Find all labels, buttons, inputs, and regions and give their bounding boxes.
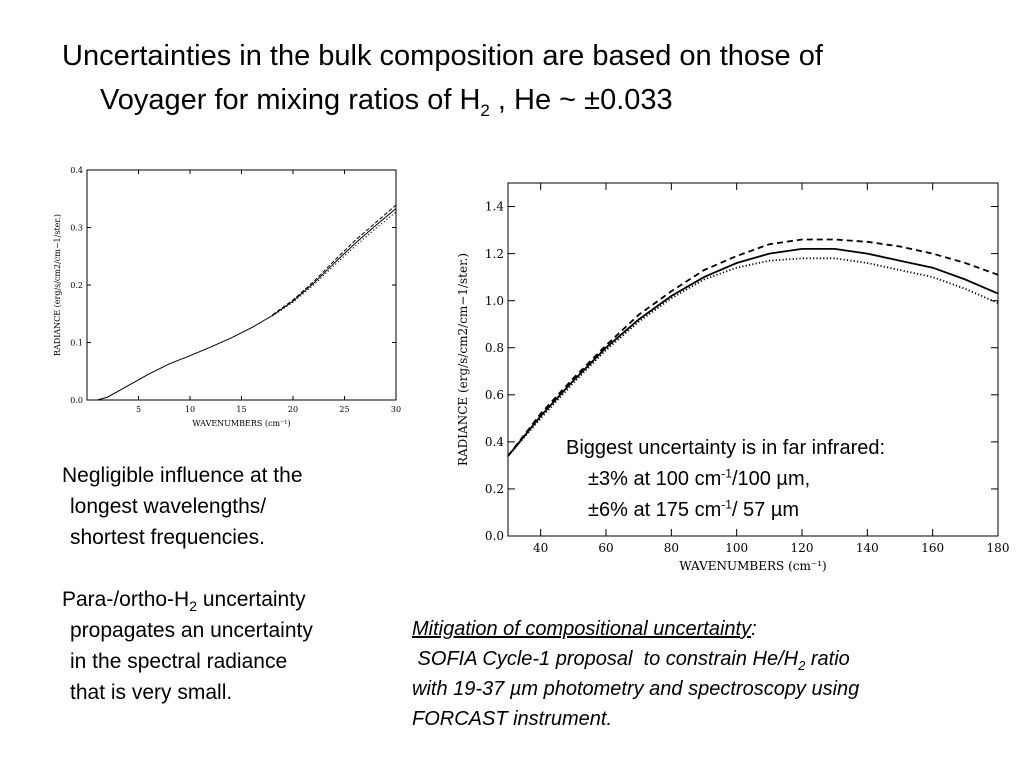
x-tick-label: 160 bbox=[921, 541, 944, 555]
series-line-dotted bbox=[507, 257, 999, 457]
x-axis-label: WAVENUMBERS (cm⁻¹) bbox=[679, 559, 826, 573]
text-line: shortest frequencies. bbox=[70, 526, 265, 549]
text-line: with 19-37 µm photometry and spectroscop… bbox=[412, 678, 860, 700]
para-ortho-text: Para-/ortho-H2 uncertainty propagates an… bbox=[62, 584, 313, 708]
far-infrared-annotation: Biggest uncertainty is in far infrared: … bbox=[566, 433, 885, 526]
y-tick-label: 1.0 bbox=[485, 294, 504, 308]
y-tick-label: 0.6 bbox=[485, 388, 504, 402]
text-fragment: SOFIA Cycle-1 proposal to constrain He/H bbox=[412, 648, 799, 670]
y-tick-label: 0.2 bbox=[70, 281, 83, 290]
text-line: that is very small. bbox=[70, 681, 233, 704]
x-tick-label: 80 bbox=[664, 541, 679, 555]
x-tick-label: 120 bbox=[791, 541, 814, 555]
mitigation-heading: Mitigation of compositional uncertainty bbox=[412, 618, 752, 640]
text-line: SOFIA Cycle-1 proposal to constrain He/H… bbox=[412, 644, 859, 674]
title-subscript: 2 bbox=[480, 100, 490, 120]
y-tick-label: 0.2 bbox=[485, 482, 504, 496]
text-line: in the spectral radiance bbox=[70, 650, 288, 673]
mitigation-heading-line: Mitigation of compositional uncertainty: bbox=[412, 614, 859, 644]
x-tick-label: 40 bbox=[533, 541, 548, 555]
annotation-line: ±6% at 175 cm-1/ 57 µm bbox=[566, 495, 885, 526]
text-line: longest wavelengths/ bbox=[70, 495, 267, 518]
text-line: Para-/ortho-H2 uncertainty bbox=[62, 584, 313, 615]
annotation-line: ±3% at 100 cm-1/100 µm, bbox=[566, 464, 885, 495]
text-fragment: ±3% at 100 cm bbox=[588, 468, 722, 490]
text-fragment: ±6% at 175 cm bbox=[588, 499, 722, 521]
series-line-dashed bbox=[507, 238, 999, 457]
mitigation-text: Mitigation of compositional uncertainty:… bbox=[412, 614, 859, 734]
y-tick-label: 0.4 bbox=[485, 435, 504, 449]
x-tick-label: 30 bbox=[391, 405, 401, 414]
large-radiance-chart: 40 60 80 100 120 140 160 180 0.0 0.2 0.4 0.6 0.8 1.0 1… bbox=[456, 182, 1010, 573]
text-line: Negligible influence at the bbox=[62, 464, 303, 487]
y-axis-label: RADIANCE (erg/s/cm2/cm−1/ster.) bbox=[456, 253, 470, 466]
text-fragment: Para-/ortho-H bbox=[62, 588, 190, 611]
text-line: FORCAST instrument. bbox=[412, 708, 613, 730]
series-line-dotted bbox=[272, 211, 397, 317]
y-tick-label: 0.0 bbox=[70, 396, 83, 405]
x-tick-label: 140 bbox=[856, 541, 879, 555]
y-axis-label: RADIANCE (erg/s/cm2/cm−1/ster.) bbox=[53, 214, 62, 356]
text-fragment: / 57 µm bbox=[731, 499, 800, 521]
x-tick-label: 25 bbox=[339, 405, 349, 414]
x-tick-label: 60 bbox=[598, 541, 613, 555]
y-tick-label: 1.2 bbox=[485, 247, 504, 261]
small-radiance-chart: 5 10 15 20 25 30 0.0 0.1 0.2 0.3 0.4 WAVENUMBERS (c… bbox=[53, 166, 401, 428]
y-tick-label: 0.8 bbox=[485, 341, 504, 355]
title-line-2: Voyager for mixing ratios of H2 , He ~ ±… bbox=[62, 78, 1002, 122]
y-tick-label: 0.3 bbox=[70, 223, 83, 232]
text-fragment: /100 µm, bbox=[731, 468, 811, 490]
title-line-2-tail: , He ~ ±0.033 bbox=[489, 84, 673, 116]
text-line: propagates an uncertainty bbox=[70, 619, 313, 642]
y-tick-label: 0.4 bbox=[70, 166, 83, 175]
x-tick-label: 20 bbox=[288, 405, 298, 414]
x-tick-label: 5 bbox=[136, 405, 141, 414]
slide-title: Uncertainties in the bulk composition ar… bbox=[62, 34, 1002, 122]
text-superscript: -1 bbox=[721, 466, 732, 481]
title-line-1: Uncertainties in the bulk composition ar… bbox=[62, 40, 823, 72]
text-subscript: 2 bbox=[189, 598, 198, 615]
y-tick-label: 0.0 bbox=[485, 529, 504, 543]
y-tick-label: 1.4 bbox=[485, 200, 504, 214]
negligible-influence-text: Negligible influence at the longest wave… bbox=[62, 460, 303, 553]
series-line-dashed bbox=[272, 204, 397, 316]
text-fragment: ratio bbox=[805, 648, 850, 670]
text-subscript: 2 bbox=[798, 658, 806, 673]
x-tick-label: 100 bbox=[725, 541, 748, 555]
text-superscript: -1 bbox=[721, 497, 732, 512]
title-line-2-text: Voyager for mixing ratios of H bbox=[100, 84, 481, 116]
series-line-solid bbox=[507, 248, 999, 457]
x-tick-label: 15 bbox=[236, 405, 246, 414]
x-axis-label: WAVENUMBERS (cm⁻¹) bbox=[192, 419, 290, 428]
x-tick-label: 180 bbox=[987, 541, 1010, 555]
y-tick-label: 0.1 bbox=[70, 338, 83, 347]
x-tick-label: 10 bbox=[185, 405, 195, 414]
text-fragment: uncertainty bbox=[197, 588, 306, 611]
series-line-solid bbox=[97, 208, 397, 401]
plot-frame bbox=[86, 169, 397, 401]
annotation-line: Biggest uncertainty is in far infrared: bbox=[566, 437, 886, 459]
text-fragment: : bbox=[751, 618, 757, 640]
plot-frame bbox=[507, 182, 999, 537]
